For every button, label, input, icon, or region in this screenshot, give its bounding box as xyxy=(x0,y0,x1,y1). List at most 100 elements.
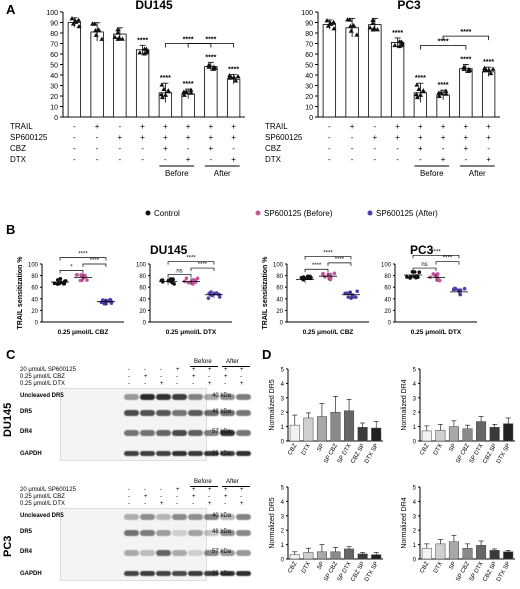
significance-label: **** xyxy=(78,252,88,258)
bar xyxy=(330,551,341,560)
significance-label: **** xyxy=(205,54,216,61)
blot-band xyxy=(220,450,235,456)
treatment-row-label: 20 μmol/L SP600125 xyxy=(20,487,76,493)
bar xyxy=(113,33,127,118)
data-point xyxy=(102,301,107,306)
data-point xyxy=(345,17,351,22)
y-tick-label: 50 xyxy=(50,63,58,70)
y-tick-label: 60 xyxy=(31,286,38,292)
blot-band xyxy=(140,530,155,536)
y-tick-label: 20 xyxy=(276,309,283,315)
treatment-sign: - xyxy=(176,501,178,507)
y-tick-label: 2 xyxy=(413,411,417,417)
data-point xyxy=(458,292,463,297)
data-point xyxy=(52,281,57,286)
x-tick-label: SP xyxy=(316,561,325,571)
x-tick-label: SP xyxy=(316,443,325,453)
blot-band xyxy=(124,450,139,456)
data-point xyxy=(75,272,79,277)
y-tick-label: 4 xyxy=(281,382,285,388)
blot-band xyxy=(140,514,155,520)
treatment-sign: + xyxy=(231,155,236,164)
blot-band xyxy=(220,430,235,436)
x-tick-label: DTX xyxy=(301,443,312,456)
treatment-sign: - xyxy=(96,144,99,153)
y-tick-label: 4 xyxy=(413,382,417,388)
blot-band xyxy=(124,514,139,520)
treatment-sign: - xyxy=(465,155,468,164)
x-tick-label: DTX SP xyxy=(496,443,512,465)
bar-chart-pc3: PC3 0 10 20 30 40 50 60 70 80 90 100 **** **** **** ***… xyxy=(265,0,500,178)
x-tick-label: DTX SP xyxy=(496,561,512,583)
data-point xyxy=(137,50,143,55)
treatment-row-label: 20 μmol/L SP600125 xyxy=(20,367,76,373)
y-tick-label: 60 xyxy=(384,286,391,292)
data-point xyxy=(228,74,234,79)
y-tick-label: 80 xyxy=(31,274,38,280)
blot-band xyxy=(124,570,139,576)
y-tick-label: 2 xyxy=(281,411,285,417)
data-point xyxy=(99,300,104,305)
blot-band xyxy=(156,430,171,436)
data-point xyxy=(350,295,355,299)
treatment-sign: + xyxy=(231,122,236,131)
treatment-sign: - xyxy=(128,487,130,493)
treatment-sign: - xyxy=(144,501,146,507)
treatment-sign: - xyxy=(176,374,178,380)
blot-band xyxy=(140,394,155,400)
y-tick-label: 30 xyxy=(305,84,313,91)
kda-label: 57 kDa xyxy=(212,549,232,555)
blot-band xyxy=(140,450,155,456)
treatment-sign: + xyxy=(186,122,191,131)
bar xyxy=(322,24,337,118)
group-label-after: After xyxy=(469,169,486,178)
data-point xyxy=(327,277,332,281)
significance-label: * xyxy=(70,264,73,270)
blot-band xyxy=(188,570,203,576)
treatment-row-label: 0.25 μmol/L DTX xyxy=(20,381,65,387)
legend-marker xyxy=(255,210,261,216)
y-tick-label: 10 xyxy=(50,105,58,112)
treatment-sign: + xyxy=(95,122,100,131)
data-point xyxy=(417,270,422,274)
bar xyxy=(316,551,327,560)
data-point xyxy=(398,39,404,44)
treatment-sign: - xyxy=(128,367,130,373)
treatment-sign: + xyxy=(418,133,423,142)
bar-chart-du145: DU145 0 10 20 30 40 50 60 70 80 90 100 **** **** **** *… xyxy=(10,0,245,178)
y-axis-label: TRAIL sensitization % xyxy=(262,256,269,330)
treatment-label: DTX xyxy=(10,155,27,164)
data-point xyxy=(418,92,424,97)
treatment-sign: + xyxy=(118,133,123,142)
data-point xyxy=(115,27,121,32)
bar xyxy=(462,428,473,442)
blot-band xyxy=(236,394,251,400)
treatment-sign: - xyxy=(374,155,377,164)
legend-label: Control xyxy=(154,209,180,218)
data-point xyxy=(211,64,217,69)
chart-title: PC3 xyxy=(397,0,421,12)
bar xyxy=(462,547,473,560)
blot-band xyxy=(204,514,219,520)
y-tick-label: 80 xyxy=(50,31,58,38)
significance-bracket xyxy=(419,45,467,50)
significance-label: **** xyxy=(198,262,208,268)
treatment-sign: + xyxy=(209,122,214,131)
y-tick-label: 100 xyxy=(28,263,39,269)
treatment-sign: + xyxy=(140,122,145,131)
data-point xyxy=(76,17,82,22)
group-label-after: After xyxy=(214,169,231,178)
blot-band xyxy=(124,550,139,556)
significance-label: **** xyxy=(312,263,322,269)
data-point xyxy=(184,276,189,281)
data-point xyxy=(436,93,442,98)
significance-bracket xyxy=(442,35,490,41)
treatment-label: DTX xyxy=(265,155,282,164)
x-axis-label: 0.25 μmol/L CBZ xyxy=(303,329,354,336)
y-tick-label: 5 xyxy=(413,368,417,374)
y-tick-label: 100 xyxy=(46,10,58,17)
data-point xyxy=(354,32,360,37)
significance-label: **** xyxy=(335,257,345,263)
kda-label: 40 kDa xyxy=(212,393,232,399)
bar xyxy=(344,548,355,560)
